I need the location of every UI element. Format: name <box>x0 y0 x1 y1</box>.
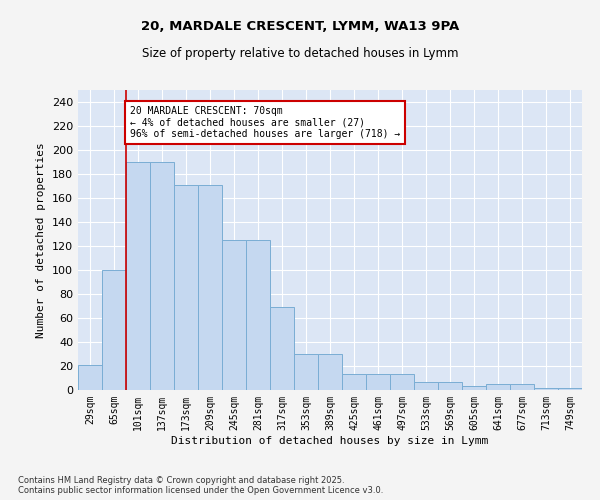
Bar <box>270 307 294 390</box>
Bar <box>486 384 510 390</box>
Bar <box>126 162 150 390</box>
Bar <box>462 386 486 390</box>
Bar <box>318 354 342 390</box>
Bar <box>534 388 558 390</box>
Bar <box>294 354 318 390</box>
X-axis label: Distribution of detached houses by size in Lymm: Distribution of detached houses by size … <box>172 436 488 446</box>
Text: Size of property relative to detached houses in Lymm: Size of property relative to detached ho… <box>142 48 458 60</box>
Bar <box>198 185 222 390</box>
Bar <box>174 185 198 390</box>
Bar <box>390 374 414 390</box>
Y-axis label: Number of detached properties: Number of detached properties <box>37 142 46 338</box>
Bar <box>366 374 390 390</box>
Bar <box>150 162 174 390</box>
Bar <box>222 240 246 390</box>
Text: 20, MARDALE CRESCENT, LYMM, WA13 9PA: 20, MARDALE CRESCENT, LYMM, WA13 9PA <box>141 20 459 33</box>
Bar <box>102 270 126 390</box>
Bar <box>510 384 534 390</box>
Bar <box>414 382 438 390</box>
Text: 20 MARDALE CRESCENT: 70sqm
← 4% of detached houses are smaller (27)
96% of semi-: 20 MARDALE CRESCENT: 70sqm ← 4% of detac… <box>130 106 400 139</box>
Bar <box>438 382 462 390</box>
Bar <box>78 365 102 390</box>
Text: Contains HM Land Registry data © Crown copyright and database right 2025.
Contai: Contains HM Land Registry data © Crown c… <box>18 476 383 495</box>
Bar <box>558 388 582 390</box>
Bar <box>342 374 366 390</box>
Bar <box>246 240 270 390</box>
